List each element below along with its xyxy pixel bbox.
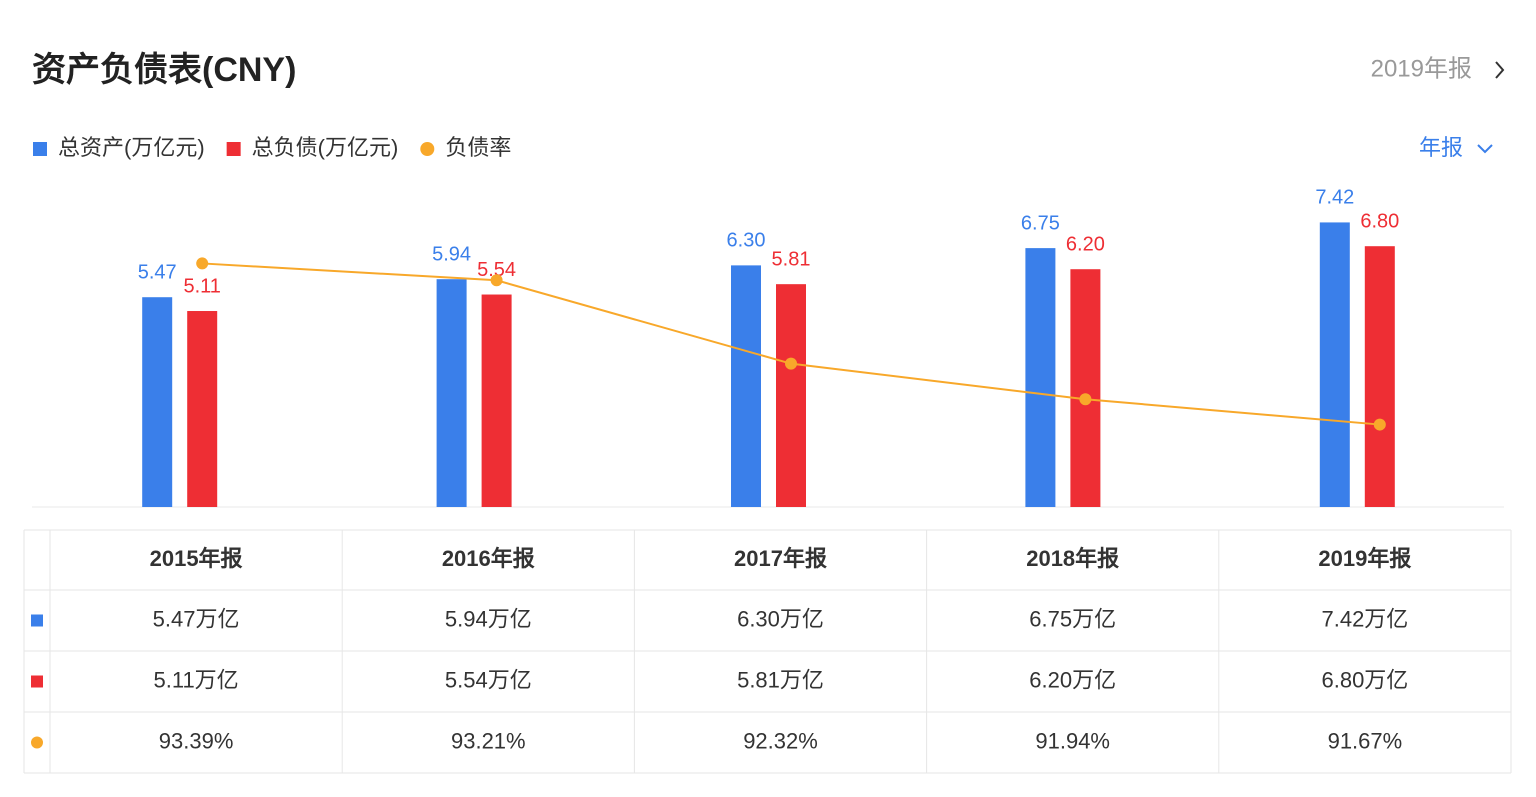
table-cell: 6.75万亿: [1029, 606, 1116, 631]
row-marker: [31, 614, 43, 627]
table-cell: 6.30万亿: [737, 606, 824, 631]
ratio-point: [490, 274, 503, 287]
table-cell: 5.47万亿: [153, 606, 240, 631]
chevron-down[interactable]: [1477, 144, 1493, 154]
period-selector[interactable]: 年报: [1419, 135, 1463, 160]
legend-label: 负债率: [445, 135, 511, 160]
table-cell: 91.94%: [1035, 728, 1110, 753]
legend-marker: [226, 142, 241, 156]
value-label: 6.80: [1360, 210, 1399, 232]
bar: [142, 297, 173, 507]
legend-label: 总负债(万亿元): [252, 135, 399, 160]
bar: [1364, 246, 1395, 507]
report-link[interactable]: 2019年报: [1371, 55, 1472, 82]
table-cell: 5.54万亿: [445, 667, 532, 692]
value-label: 5.94: [432, 243, 471, 265]
table-cell: 5.11万亿: [154, 667, 239, 692]
value-label: 5.81: [772, 248, 811, 270]
value-label: 6.20: [1066, 233, 1105, 255]
legend-marker: [33, 142, 47, 156]
table-cell: 91.67%: [1328, 728, 1403, 753]
table-cell: 5.94万亿: [445, 606, 532, 631]
bar: [481, 294, 512, 507]
table-cell: 93.39%: [159, 728, 234, 753]
ratio-point: [196, 257, 209, 270]
table-header: 2017年报: [734, 546, 827, 571]
chart: 总资产(万亿元) 总负债(万亿元) 负债率 5.47 5.94 6.30 6.75 7.42 5…: [32, 135, 1504, 508]
bar: [187, 311, 218, 507]
table-cell: 93.21%: [451, 728, 526, 753]
table-cell: 92.32%: [743, 728, 818, 753]
legend-label: 总资产(万亿元): [58, 135, 205, 160]
ratio-point: [1373, 418, 1386, 431]
table-cell: 6.80万亿: [1321, 667, 1408, 692]
row-marker: [31, 736, 43, 749]
value-label: 5.11: [183, 275, 220, 297]
bar: [1070, 269, 1101, 507]
legend-marker: [420, 142, 435, 156]
ratio-point: [1079, 393, 1092, 406]
bar: [776, 284, 806, 507]
table-header: 2015年报: [150, 546, 243, 571]
table-header: 2018年报: [1026, 546, 1119, 571]
chevron-right[interactable]: [1495, 61, 1505, 79]
table-cell: 6.20万亿: [1029, 667, 1116, 692]
value-label: 6.30: [727, 230, 766, 252]
table-header: 2019年报: [1318, 546, 1411, 571]
row-marker: [31, 675, 43, 688]
value-label: 7.42: [1315, 187, 1354, 209]
value-label: 5.47: [138, 261, 177, 283]
value-label: 5.54: [477, 259, 516, 281]
table: 2015年报 2016年报 2017年报 2018年报 2019年报 5.47万亿 5.94…: [23, 529, 1512, 774]
bar: [731, 265, 761, 507]
bar: [1319, 222, 1350, 507]
page-title: 资产负债表(CNY): [32, 51, 296, 89]
ratio-point: [785, 357, 797, 370]
value-label: 6.75: [1021, 212, 1060, 234]
table-cell: 5.81万亿: [737, 667, 824, 692]
bar: [1025, 248, 1056, 507]
table-cell: 7.42万亿: [1321, 606, 1408, 631]
table-header: 2016年报: [442, 546, 535, 571]
bar: [436, 279, 467, 507]
